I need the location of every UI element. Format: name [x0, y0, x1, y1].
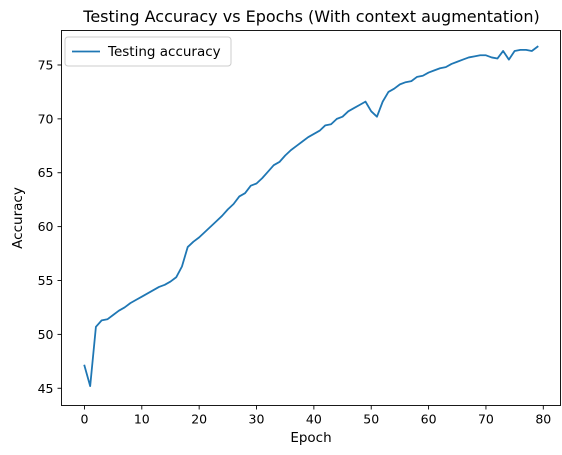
y-tick-label: 55 — [38, 273, 54, 288]
x-tick-label: 70 — [478, 412, 494, 427]
y-tick-label: 60 — [38, 219, 54, 234]
plot-frame — [61, 30, 561, 406]
y-tick-label: 70 — [38, 111, 54, 126]
y-tick-label: 45 — [38, 381, 54, 396]
legend-frame — [64, 36, 232, 67]
y-axis-label: Accuracy — [10, 187, 26, 249]
x-tick-label: 60 — [421, 412, 437, 427]
legend-label: Testing accuracy — [107, 44, 221, 60]
x-tick-label: 0 — [80, 412, 88, 427]
x-tick-label: 30 — [249, 412, 265, 427]
x-tick-label: 40 — [306, 412, 322, 427]
x-tick-label: 10 — [134, 412, 150, 427]
y-tick-label: 65 — [38, 165, 54, 180]
x-tick-label: 50 — [363, 412, 379, 427]
chart-title: Testing Accuracy vs Epochs (With context… — [82, 7, 539, 26]
axis-ticks: 0 10 20 30 40 50 60 70 80 45 50 55 60 65 70 75 — [38, 57, 552, 426]
series-line-testing-accuracy — [83, 45, 539, 387]
x-axis-label: Epoch — [290, 430, 331, 446]
y-tick-label: 75 — [38, 57, 54, 72]
x-tick-label: 20 — [191, 412, 207, 427]
legend: Testing accuracy — [64, 36, 232, 67]
y-tick-label: 50 — [38, 327, 54, 342]
x-tick-label: 80 — [535, 412, 551, 427]
